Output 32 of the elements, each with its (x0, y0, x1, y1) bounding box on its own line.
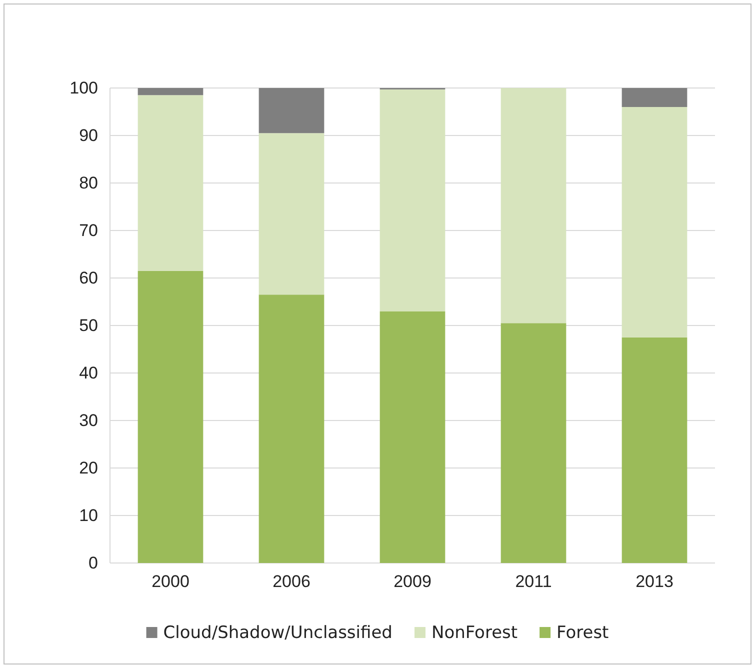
bar (500, 88, 566, 324)
x-tick-label: 2006 (272, 572, 310, 592)
y-tick-label: 80 (79, 173, 98, 192)
bar (380, 311, 446, 563)
y-tick-label: 70 (79, 220, 98, 240)
legend-label: Forest (556, 623, 610, 643)
bar (258, 133, 324, 295)
y-tick-label: 60 (79, 268, 98, 288)
y-tick-label: 30 (79, 410, 98, 430)
y-tick-label: 40 (79, 363, 98, 382)
y-tick-label: 50 (79, 316, 98, 335)
bar (380, 89, 446, 312)
bar (138, 95, 204, 271)
bar (500, 323, 566, 563)
y-tick-label: 0 (88, 553, 98, 572)
legend-label: Cloud/Shadow/Unclassified (163, 623, 392, 643)
y-tick-label: 100 (70, 78, 98, 98)
bar (258, 88, 324, 134)
y-tick-label: 90 (79, 126, 98, 145)
bar (138, 270, 204, 563)
x-tick-label: 2011 (515, 572, 552, 592)
bar (138, 88, 204, 96)
x-tick-label: 2009 (394, 572, 432, 592)
bar (622, 337, 688, 563)
y-tick-label: 20 (79, 458, 98, 478)
x-tick-label: 2000 (152, 572, 190, 592)
x-tick-label: 2013 (636, 572, 674, 592)
y-tick-label: 10 (79, 506, 98, 525)
bar (622, 88, 688, 107)
legend-label: NonForest (431, 623, 518, 643)
bar (258, 294, 324, 563)
bar (622, 107, 688, 338)
